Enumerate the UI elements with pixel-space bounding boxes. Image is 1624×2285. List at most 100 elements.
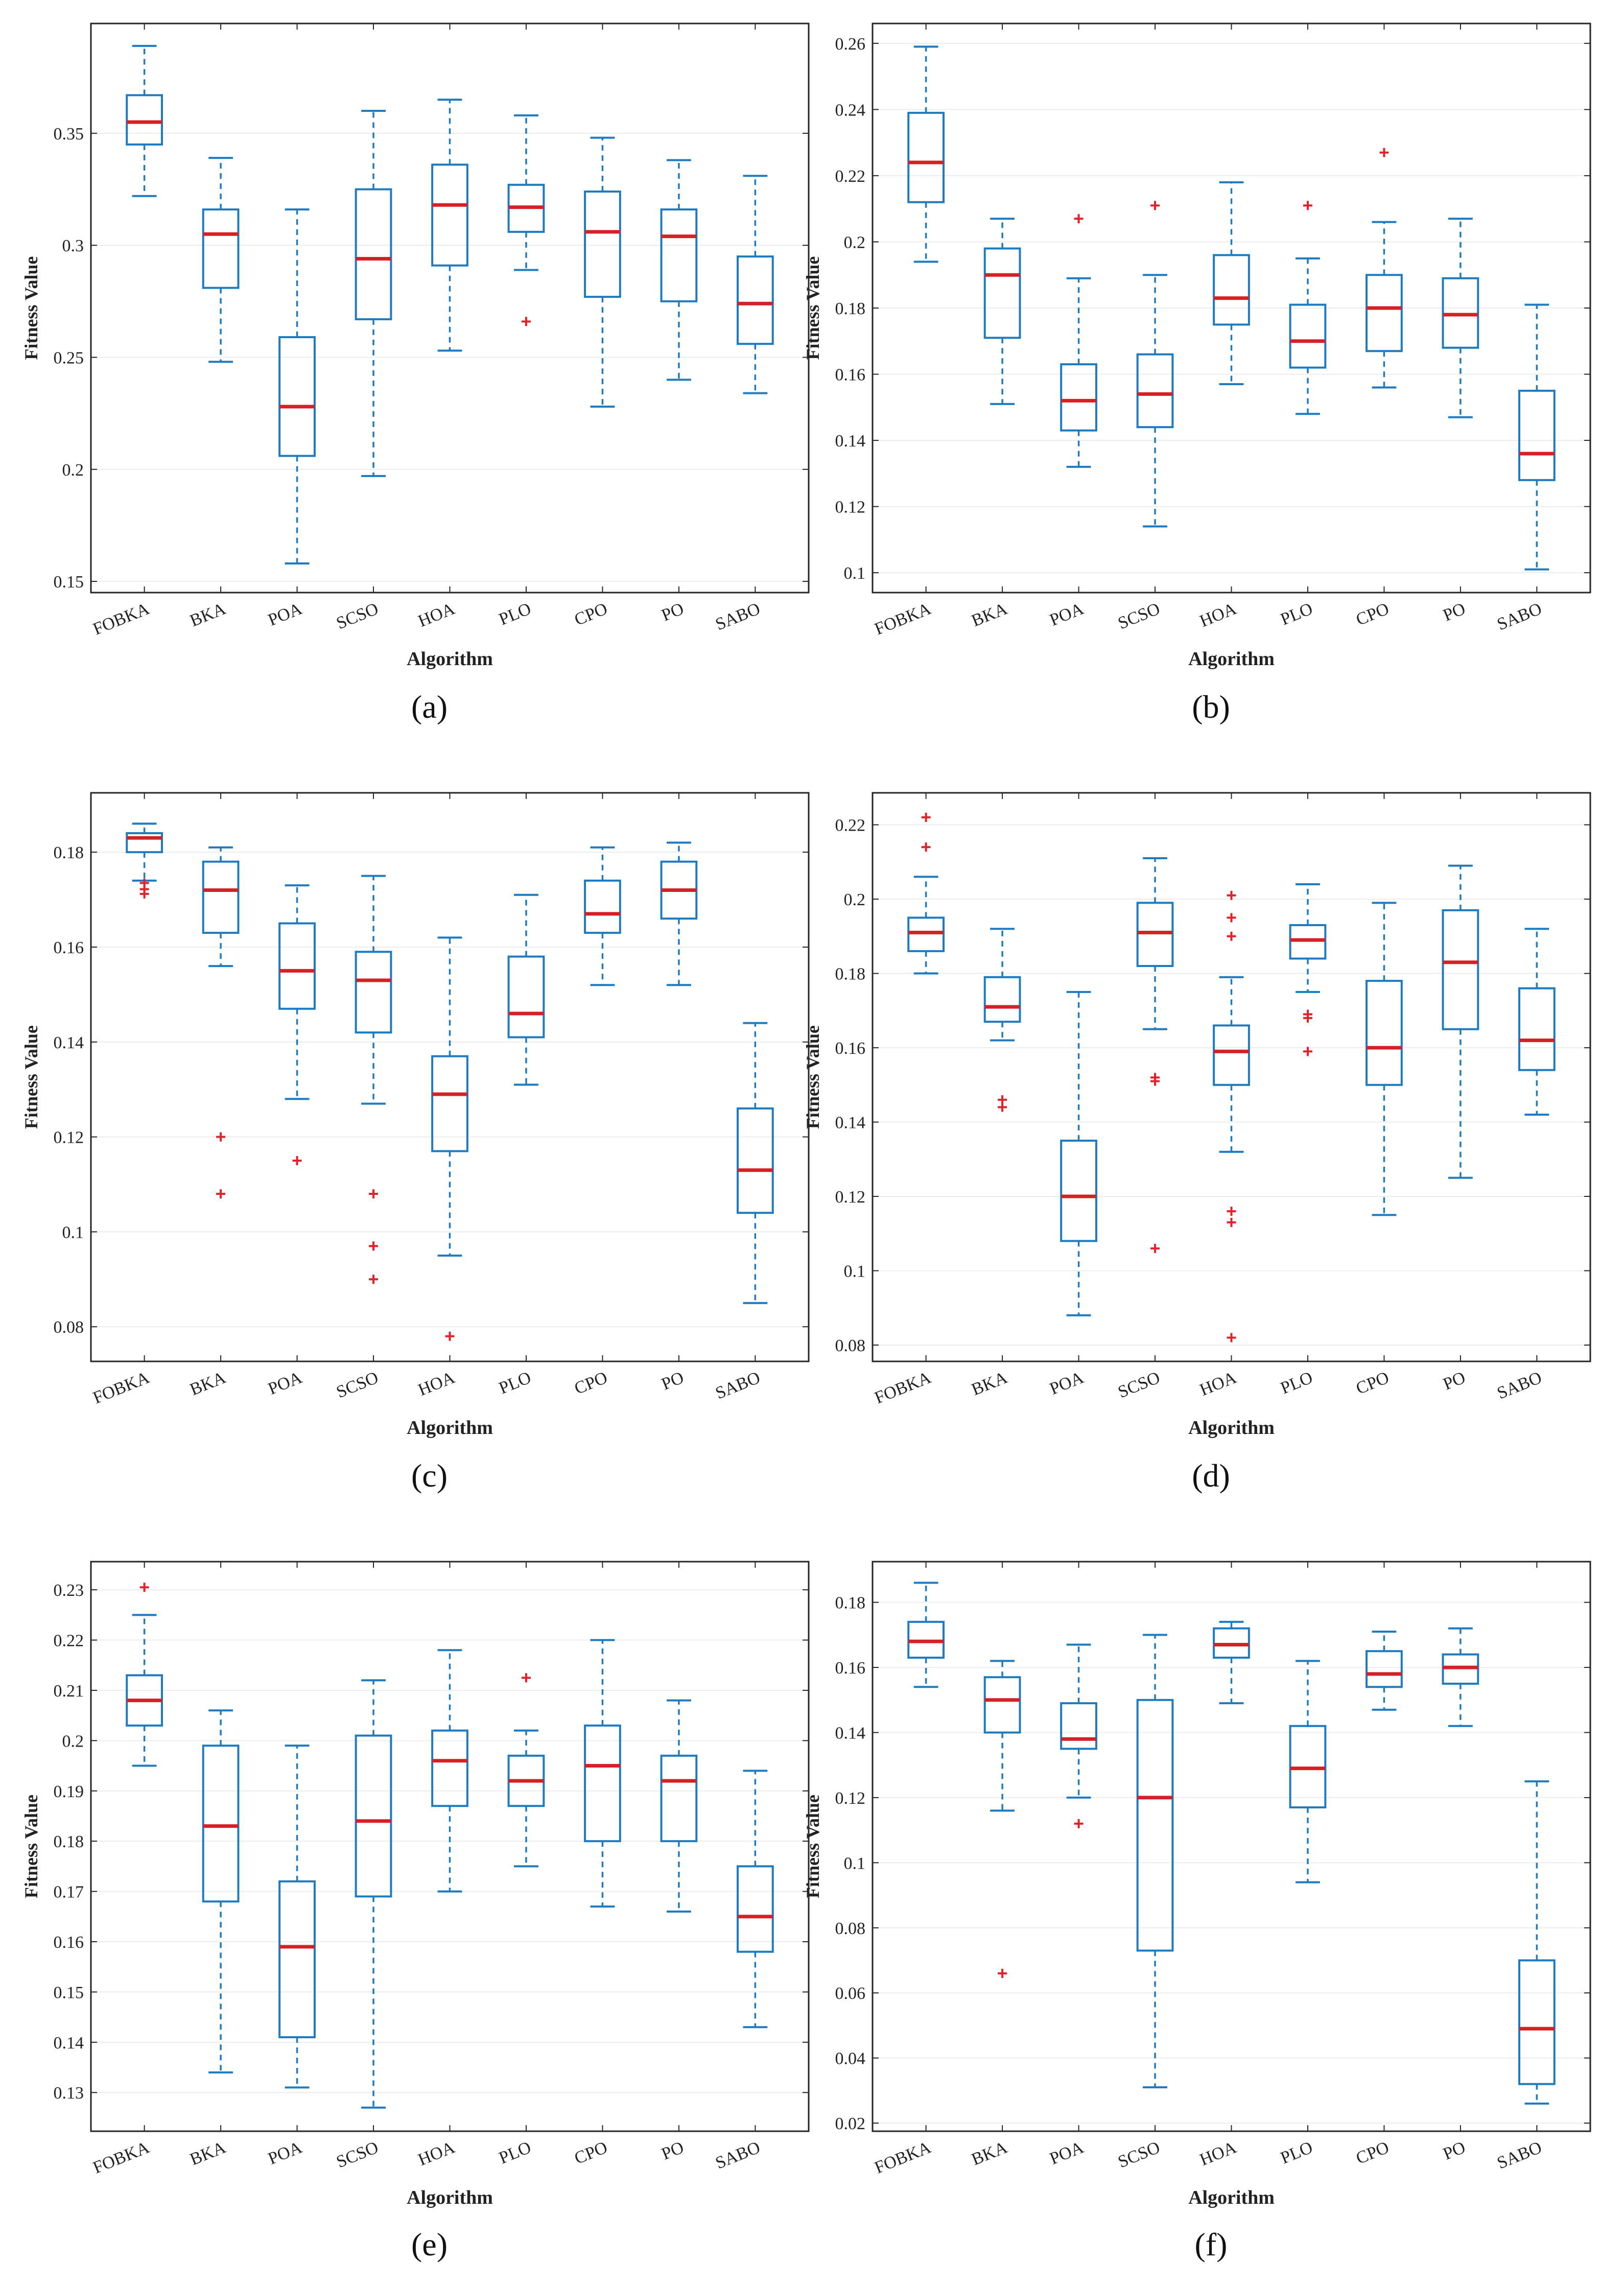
iqr-box — [736, 255, 774, 345]
y-axis-label: Fitness Value — [21, 1025, 41, 1129]
x-tick-label: FOBKA — [90, 2138, 152, 2178]
x-tick-label: PO — [1441, 2138, 1468, 2164]
box-hoa — [1213, 181, 1250, 385]
y-tick-label: 0.15 — [54, 573, 84, 592]
x-tick-label: PO — [1441, 1368, 1468, 1394]
y-tick-label: 0.14 — [835, 1724, 866, 1743]
y-tick-label: 0.1 — [844, 1262, 866, 1281]
box-cpo — [1366, 1630, 1403, 1711]
plot-frame — [872, 792, 1591, 1362]
x-tick-label: SABO — [713, 2138, 763, 2173]
outlier-marker — [521, 317, 531, 326]
y-tick-label: 0.24 — [835, 101, 866, 120]
iqr-box — [1060, 363, 1097, 432]
y-tick-label: 0.21 — [54, 1682, 84, 1701]
x-tick-label: HOA — [415, 1368, 458, 1400]
x-tick-label: BKA — [969, 1368, 1010, 1399]
x-tick-label: PLO — [1278, 2138, 1315, 2168]
iqr-box — [126, 832, 163, 854]
iqr-box — [507, 955, 545, 1039]
box-plo — [507, 893, 545, 1086]
y-tick-label: 0.22 — [835, 816, 866, 835]
outlier-marker — [1303, 1013, 1312, 1023]
box-bka — [202, 846, 240, 1199]
outlier-marker — [139, 1583, 149, 1592]
y-tick-label: 0.14 — [835, 1114, 866, 1133]
outlier-marker — [216, 1189, 226, 1199]
x-tick-label: PO — [659, 1368, 687, 1394]
outlier-marker — [1303, 1047, 1312, 1056]
iqr-box — [1366, 274, 1403, 352]
outlier-marker — [369, 1241, 379, 1251]
box-bka — [983, 928, 1021, 1112]
box-cpo — [584, 846, 621, 986]
outlier-marker — [216, 1132, 226, 1142]
x-tick-label: PO — [1441, 599, 1468, 625]
y-tick-label: 0.23 — [54, 1581, 84, 1600]
y-tick-label: 0.08 — [54, 1318, 84, 1337]
box-cpo — [584, 1639, 621, 1908]
iqr-box — [1442, 909, 1479, 1030]
y-tick-label: 0.16 — [835, 366, 866, 385]
y-tick-label: 0.16 — [835, 1659, 866, 1678]
box-sabo — [736, 1022, 774, 1304]
y-tick-label: 0.12 — [835, 1188, 866, 1207]
box-plo — [1289, 1660, 1327, 1883]
x-tick-label: SABO — [713, 1368, 763, 1403]
x-axis-label: Algorithm — [407, 648, 493, 670]
outlier-marker — [921, 813, 931, 822]
y-tick-label: 0.2 — [844, 890, 866, 909]
chart-panel-f: 0.02 0.04 0.06 0.08 0.1 0.12 0.14 0.16 0.18 FOBKA… — [803, 1561, 1591, 2263]
x-tick-label: FOBKA — [90, 1368, 152, 1408]
box-fobka — [907, 45, 945, 263]
x-tick-label: SCSO — [334, 599, 381, 633]
outlier-marker — [1379, 148, 1389, 157]
y-axis-label: Fitness Value — [803, 1795, 823, 1898]
x-tick-label: SCSO — [1115, 1368, 1163, 1402]
box-poa — [278, 884, 316, 1166]
plot-frame — [90, 22, 810, 594]
y-tick-label: 0.22 — [835, 167, 866, 186]
panel-caption: (a) — [411, 689, 448, 725]
iqr-box — [1518, 987, 1556, 1071]
y-tick-label: 0.14 — [54, 2034, 84, 2053]
x-axis-label: Algorithm — [407, 2187, 493, 2208]
box-bka — [202, 157, 240, 363]
box-hoa — [1213, 890, 1250, 1342]
x-tick-label: CPO — [572, 1368, 610, 1398]
outlier-marker — [1227, 931, 1236, 941]
box-scso — [1136, 857, 1174, 1253]
x-tick-label: CPO — [572, 2138, 610, 2168]
chart-panel-d: 0.08 0.1 0.12 0.14 0.16 0.18 0.2 0.22 FOBKA BKA PO… — [803, 792, 1591, 1494]
x-tick-label: HOA — [415, 2138, 458, 2170]
box-scso — [355, 875, 392, 1284]
x-tick-label: SCSO — [334, 1368, 381, 1402]
iqr-box — [983, 1676, 1021, 1734]
x-tick-label: FOBKA — [872, 1368, 934, 1408]
box-hoa — [1213, 1620, 1250, 1705]
x-tick-label: SCSO — [1115, 2138, 1163, 2172]
box-scso — [355, 110, 392, 477]
x-tick-label: POA — [266, 599, 305, 630]
y-tick-label: 0.04 — [835, 2050, 866, 2068]
outlier-marker — [1150, 201, 1160, 210]
box-sabo — [1518, 1780, 1556, 2105]
box-bka — [983, 1660, 1021, 1978]
iqr-box — [907, 916, 945, 952]
plot-frame — [90, 792, 810, 1362]
x-tick-label: BKA — [969, 2138, 1010, 2169]
y-tick-label: 0.19 — [54, 1782, 84, 1801]
outlier-marker — [139, 889, 149, 899]
box-sabo — [736, 1770, 774, 2029]
y-tick-label: 0.18 — [54, 1832, 84, 1851]
box-poa — [1060, 214, 1097, 468]
y-tick-label: 0.25 — [54, 348, 84, 367]
iqr-box — [1060, 1139, 1097, 1242]
iqr-box — [736, 1865, 774, 1953]
y-tick-label: 0.12 — [835, 498, 866, 517]
outlier-marker — [1227, 1217, 1236, 1227]
y-tick-label: 0.16 — [54, 1933, 84, 1952]
x-tick-label: POA — [1047, 2138, 1087, 2169]
y-tick-label: 0.15 — [54, 1983, 84, 2002]
iqr-box — [202, 1745, 240, 1903]
